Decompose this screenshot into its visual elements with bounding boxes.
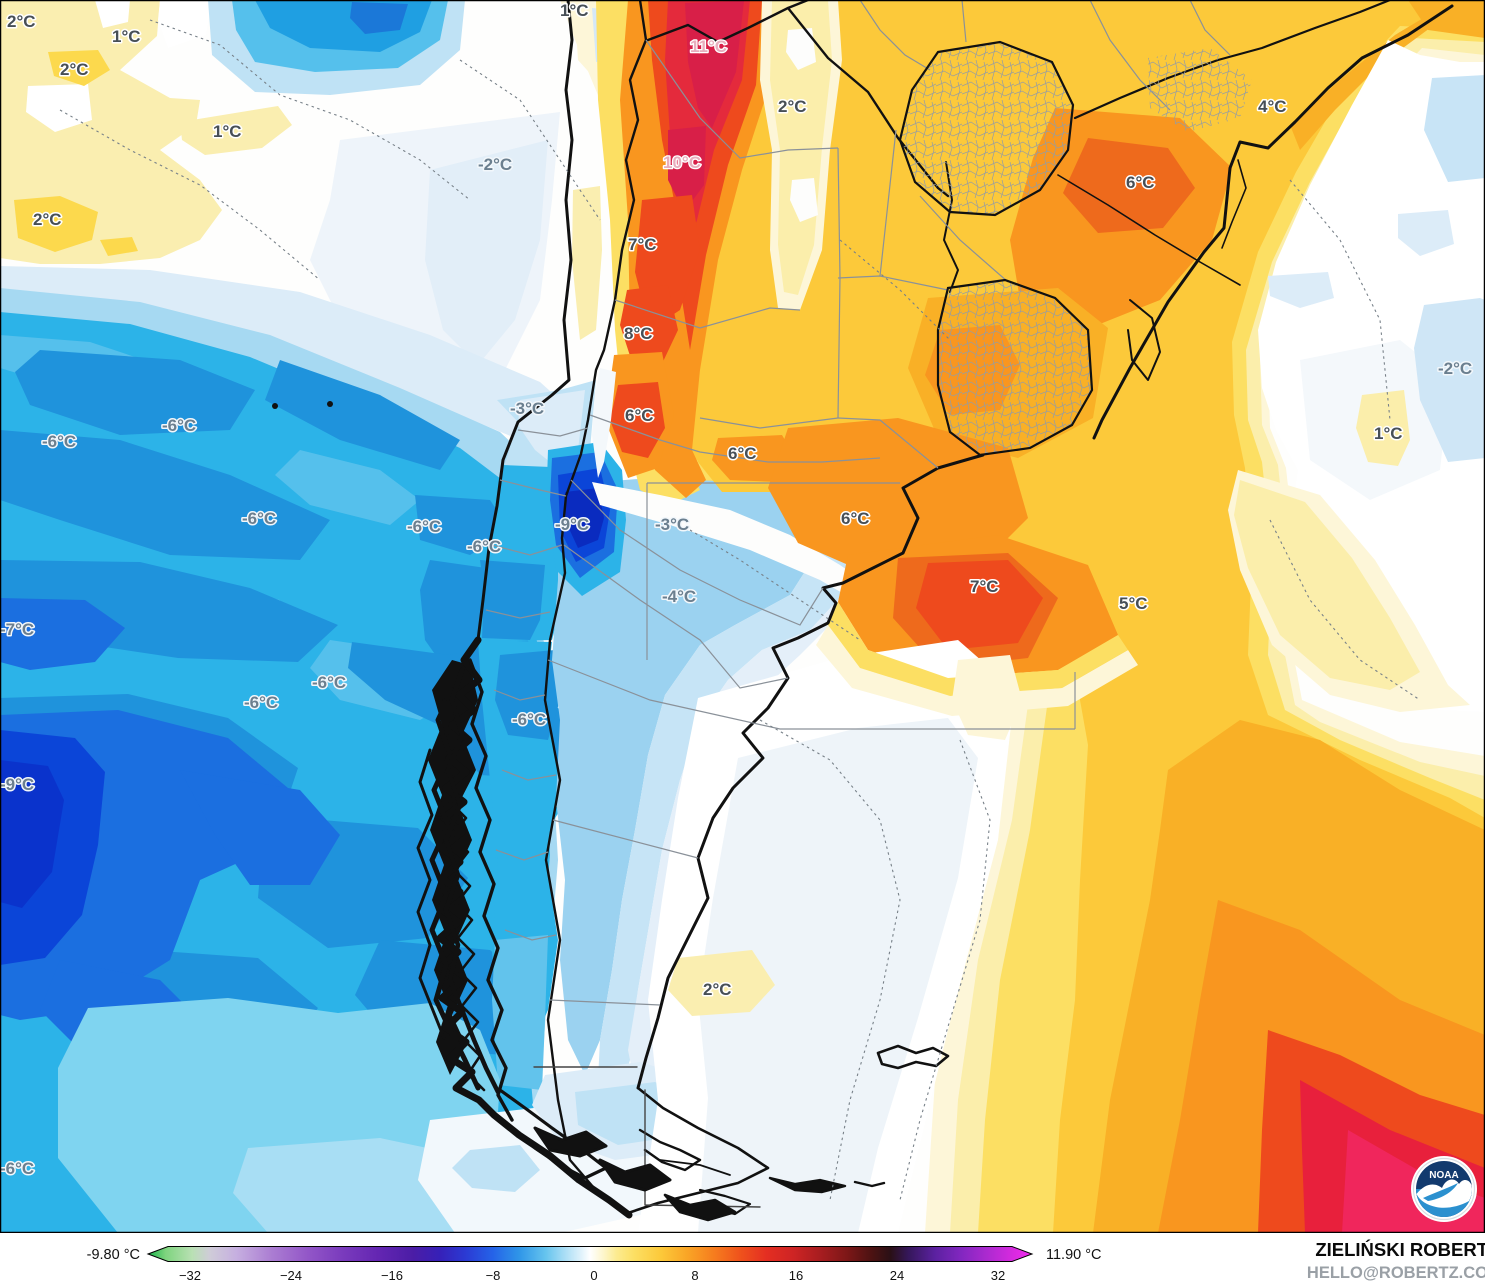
svg-text:-2°C: -2°C [478, 155, 512, 174]
svg-text:1°C: 1°C [560, 1, 589, 20]
svg-text:−24: −24 [280, 1268, 302, 1283]
svg-text:2°C: 2°C [33, 210, 62, 229]
svg-text:-9°C: -9°C [555, 515, 589, 534]
svg-text:1°C: 1°C [112, 27, 141, 46]
svg-text:-2°C: -2°C [1438, 359, 1472, 378]
svg-text:1°C: 1°C [213, 122, 242, 141]
svg-text:24: 24 [890, 1268, 904, 1283]
svg-text:-6°C: -6°C [0, 1159, 34, 1178]
svg-text:6°C: 6°C [728, 444, 757, 463]
svg-text:NOAA: NOAA [1429, 1170, 1458, 1181]
svg-text:10°C: 10°C [663, 153, 701, 172]
svg-text:2°C: 2°C [778, 97, 807, 116]
svg-text:HELLO@ROBERTZ.CO: HELLO@ROBERTZ.CO [1307, 1264, 1485, 1282]
svg-text:1°C: 1°C [1374, 424, 1403, 443]
svg-text:32: 32 [991, 1268, 1005, 1283]
svg-text:-6°C: -6°C [467, 537, 501, 556]
svg-text:−8: −8 [486, 1268, 501, 1283]
svg-text:4°C: 4°C [1258, 97, 1287, 116]
svg-text:-3°C: -3°C [655, 515, 689, 534]
svg-text:-6°C: -6°C [162, 416, 196, 435]
svg-text:-3°C: -3°C [510, 399, 544, 418]
svg-text:-6°C: -6°C [42, 432, 76, 451]
svg-text:6°C: 6°C [625, 406, 654, 425]
svg-text:8: 8 [691, 1268, 698, 1283]
svg-text:11.90 °C: 11.90 °C [1046, 1247, 1102, 1263]
svg-text:2°C: 2°C [7, 12, 36, 31]
svg-text:11°C: 11°C [690, 37, 727, 56]
svg-text:7°C: 7°C [970, 577, 999, 596]
svg-text:7°C: 7°C [628, 235, 657, 254]
svg-text:-6°C: -6°C [244, 693, 278, 712]
svg-text:8°C: 8°C [624, 324, 653, 343]
svg-text:ZIELIŃSKI ROBERT: ZIELIŃSKI ROBERT [1315, 1239, 1485, 1260]
svg-text:-6°C: -6°C [312, 673, 346, 692]
svg-text:6°C: 6°C [1126, 173, 1155, 192]
svg-text:-6°C: -6°C [407, 517, 441, 536]
svg-text:6°C: 6°C [841, 509, 870, 528]
svg-text:-7°C: -7°C [0, 620, 34, 639]
svg-text:5°C: 5°C [1119, 594, 1148, 613]
svg-text:0: 0 [590, 1268, 597, 1283]
svg-text:2°C: 2°C [703, 980, 732, 999]
svg-text:−16: −16 [381, 1268, 403, 1283]
svg-text:−32: −32 [179, 1268, 201, 1283]
svg-text:2°C: 2°C [60, 60, 89, 79]
svg-text:-6°C: -6°C [512, 710, 546, 729]
svg-text:-9.80 °C: -9.80 °C [87, 1247, 140, 1263]
svg-text:-9°C: -9°C [0, 775, 34, 794]
svg-text:-6°C: -6°C [242, 509, 276, 528]
svg-text:16: 16 [789, 1268, 803, 1283]
svg-text:-4°C: -4°C [662, 587, 696, 606]
